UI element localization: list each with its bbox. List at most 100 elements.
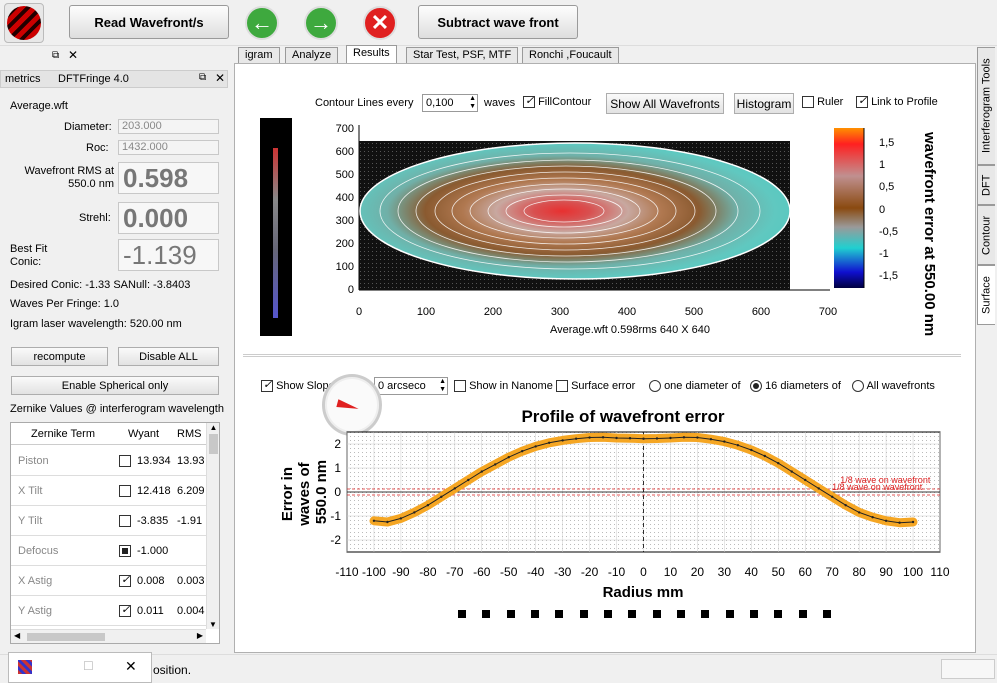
scroll-up-icon[interactable]: ▲ (209, 423, 218, 432)
tab-ronchi[interactable]: Ronchi ,Foucault (522, 47, 619, 64)
zt-header-rms: RMS (177, 428, 202, 440)
zt-checkbox[interactable] (119, 545, 131, 558)
forward-button[interactable]: → (301, 3, 341, 43)
tab-results[interactable]: Results (346, 45, 397, 64)
spin-arrows-icon[interactable]: ▲ ▼ (439, 378, 446, 393)
one-diameter-radio[interactable]: one diameter of (649, 380, 741, 393)
tab-igram[interactable]: igram (238, 47, 280, 64)
profile-chart[interactable]: Profile of wavefront error 1/8 wave on w… (258, 400, 958, 600)
vtab-interferogram-tools[interactable]: Interferogram Tools (977, 47, 995, 165)
profile-x-tick: 110 (930, 565, 949, 579)
wavefront-markers (455, 610, 835, 620)
tab-star-test[interactable]: Star Test, PSF, MTF (406, 47, 519, 64)
ylabel-line: 550.0 nm (313, 460, 330, 524)
vtab-dft[interactable]: DFT (977, 165, 995, 205)
dock-title-bar: metrics DFTFringe 4.0 ⧉ ✕ (0, 70, 228, 88)
vtab-surface[interactable]: Surface (977, 265, 995, 325)
recompute-button[interactable]: recompute (11, 347, 108, 366)
contour-plot[interactable]: 700 600 500 400 300 200 100 0 0 100 200 … (300, 115, 950, 345)
data-point (682, 436, 686, 439)
table-row: Defocus -1.000 (11, 536, 206, 566)
logo-button[interactable] (4, 3, 44, 43)
zt-checkbox[interactable] (119, 485, 131, 498)
contour-lines-spinbox[interactable]: 0,100 ▲ ▼ (422, 94, 478, 112)
arrow-left-icon: ← (245, 6, 279, 40)
scroll-right-icon[interactable]: ▶ (196, 631, 203, 640)
data-point (655, 437, 659, 440)
diameter-field[interactable]: 203.000 (118, 119, 219, 134)
zt-checkbox[interactable] (119, 455, 131, 468)
profile-x-tick: 60 (799, 565, 813, 579)
scroll-down-icon[interactable]: ▼ (209, 620, 217, 629)
delete-button[interactable]: ✕ (360, 3, 400, 43)
profile-y-tick: -2 (330, 533, 341, 547)
zt-checkbox[interactable] (119, 603, 131, 618)
tolerance-annotation: 1/8 wave on wavefront (840, 475, 931, 485)
table-row: Y Astig 0.011 0.004 (11, 596, 206, 626)
splitter[interactable] (243, 354, 961, 357)
profile-x-tick: 70 (826, 565, 840, 579)
data-point (615, 436, 618, 440)
close-icon[interactable]: ✕ (125, 658, 137, 674)
wavefront-thumbnail[interactable] (260, 118, 292, 336)
disable-all-button[interactable]: Disable ALL (118, 347, 219, 366)
data-point (669, 436, 672, 440)
zt-checkbox[interactable] (119, 573, 131, 588)
contour-x-tick: 200 (484, 306, 502, 318)
colorbar-tick: 0,5 (879, 181, 894, 193)
restore-icon[interactable]: ☐ (83, 659, 94, 673)
zt-checkbox[interactable] (119, 515, 131, 528)
scroll-thumb[interactable] (209, 434, 218, 454)
dock-float2-icon[interactable]: ⧉ (199, 72, 207, 83)
scroll-left-icon[interactable]: ◀ (14, 631, 21, 640)
profile-x-tick: -50 (500, 565, 518, 579)
laser-wavelength-label: Igram laser wavelength: 520.00 nm (10, 318, 182, 330)
close-icon: ✕ (363, 6, 397, 40)
subtract-wavefront-button[interactable]: Subtract wave front (418, 5, 578, 39)
data-point (399, 517, 403, 520)
data-point (426, 504, 430, 507)
profile-y-tick: -1 (330, 509, 341, 523)
enable-spherical-button[interactable]: Enable Spherical only (11, 376, 219, 395)
link-profile-checkbox[interactable]: Link to Profile (856, 94, 938, 109)
ruler-checkbox[interactable]: Ruler (802, 96, 843, 109)
slope-spinbox[interactable]: 0 arcseco ▲ ▼ (374, 377, 448, 395)
table-vscrollbar[interactable]: ▲ ▼ (206, 423, 219, 629)
show-all-wavefronts-button[interactable]: Show All Wavefronts (606, 93, 724, 114)
profile-x-tick: -70 (446, 565, 464, 579)
sixteen-diameters-radio[interactable]: 16 diameters of (750, 380, 841, 393)
data-point (790, 470, 793, 473)
histogram-button[interactable]: Histogram (734, 93, 794, 114)
colorbar-tick: 1 (879, 159, 885, 171)
diameter-label: Diameter: (64, 121, 112, 133)
all-wavefronts-radio[interactable]: All wavefronts (852, 380, 935, 393)
sixteen-diameters-label: 16 diameters of (765, 380, 841, 392)
back-button[interactable]: ← (242, 3, 282, 43)
spin-arrows-icon[interactable]: ▲ ▼ (469, 95, 476, 110)
table-hscrollbar[interactable]: ◀ ▶ (11, 629, 206, 643)
data-point (884, 519, 888, 522)
hscroll-thumb[interactable] (27, 633, 105, 641)
dock-close2-icon[interactable]: ✕ (215, 71, 226, 85)
profile-ylabel: Error in waves of 550.0 nm (279, 458, 330, 527)
data-point (723, 440, 726, 443)
dock-close-icon[interactable]: ✕ (68, 48, 79, 62)
mini-window[interactable]: ☐ ✕ (8, 652, 152, 683)
tab-analyze[interactable]: Analyze (285, 47, 339, 64)
status-size-grip[interactable] (941, 659, 995, 679)
show-slope-checkbox[interactable]: Show Slope (261, 378, 335, 393)
show-nanometers-checkbox[interactable]: Show in Nanome (454, 380, 553, 393)
roc-field[interactable]: 1432.000 (118, 140, 219, 155)
read-wavefront-button[interactable]: Read Wavefront/s (69, 5, 229, 39)
data-point (709, 438, 713, 441)
surface-error-checkbox[interactable]: Surface error (556, 380, 635, 393)
data-point (574, 437, 578, 440)
desired-conic-label: Desired Conic: -1.33 SANull: -3.8403 (10, 279, 191, 291)
zt-term: Y Astig (18, 605, 53, 617)
dock-float-icon[interactable]: ⧉ (52, 50, 60, 61)
fill-contour-checkbox[interactable]: FillContour (523, 94, 591, 109)
compass-dial[interactable] (322, 374, 382, 436)
vtab-contour[interactable]: Contour (977, 205, 995, 265)
conic-value: -1.139 (118, 239, 219, 271)
wavefront-ellipse (359, 142, 791, 280)
